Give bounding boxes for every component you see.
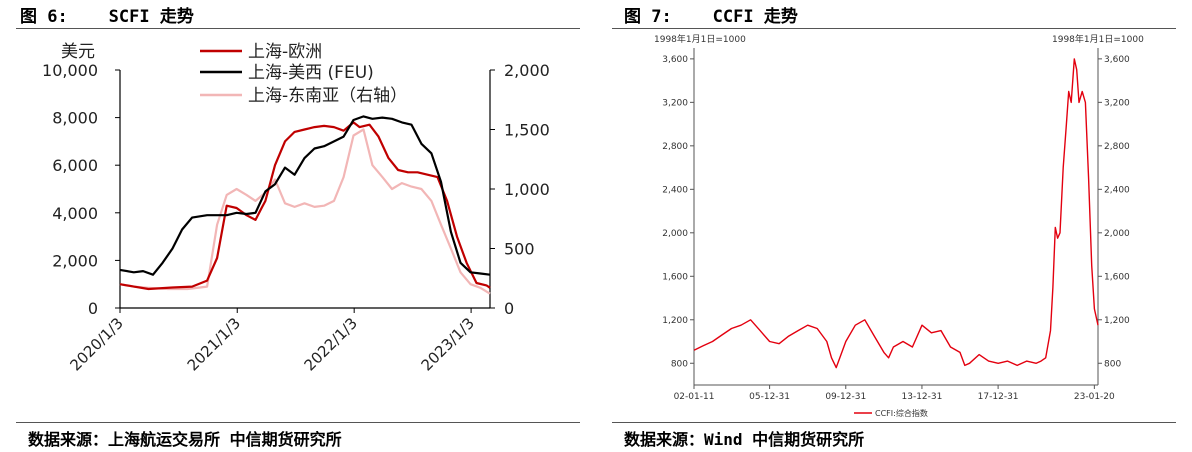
right-tick-label: 1,600 — [1104, 272, 1130, 282]
figure-label: 图 7: — [624, 7, 672, 27]
figure-label: 图 6: — [20, 7, 68, 27]
legend-label-0: 上海-欧洲 — [248, 42, 322, 62]
left-tick-label: 10,000 — [42, 61, 98, 80]
series-line-1 — [119, 115, 491, 276]
x-tick-label: 2021/1/3 — [184, 314, 244, 374]
right-tick-label: 2,800 — [1104, 142, 1130, 152]
left-tick-label: 1,600 — [662, 272, 688, 282]
x-tick-label: 09-12-31 — [825, 392, 866, 402]
top-rule — [612, 28, 1176, 29]
x-tick-label: 2023/1/3 — [418, 314, 478, 374]
figure-6-panel: 图 6: SCFI 走势 0 2,000 4,000 6,000 8,000 10,000… — [16, 2, 580, 449]
right-tick-label: 3,200 — [1104, 98, 1130, 108]
bottom-rule — [612, 422, 1176, 423]
right-tick-label: 2,000 — [1104, 229, 1130, 239]
ccfi-chart: 1998年1月1日=1000 1998年1月1日=1000 800 800 1,200 1… — [654, 33, 1144, 418]
left-tick-label: 2,400 — [662, 185, 688, 195]
left-tick-label: 6,000 — [52, 156, 98, 175]
left-tick-label: 2,800 — [662, 142, 688, 152]
figure-title: 图 7: CCFI 走势 — [624, 2, 798, 27]
scfi-chart: 0 2,000 4,000 6,000 8,000 10,000 0 500 1,000 1,50… — [42, 42, 550, 374]
right-tick-label: 2,000 — [504, 61, 550, 80]
right-tick-label: 1,200 — [1104, 316, 1130, 326]
legend-label-1: 上海-美西 (FEU) — [248, 63, 374, 83]
right-unit-label: 1998年1月1日=1000 — [1052, 33, 1144, 45]
left-tick-label: 4,000 — [52, 204, 98, 223]
legend-label: CCFI:综合指数 — [875, 408, 928, 418]
left-tick-label: 3,600 — [662, 55, 688, 65]
y-axis-unit-label: 美元 — [61, 42, 95, 62]
top-rule — [16, 28, 580, 29]
data-source: 数据来源：Wind 中信期货研究所 — [624, 430, 865, 449]
left-unit-label: 1998年1月1日=1000 — [654, 33, 746, 45]
right-tick-label: 1,000 — [504, 180, 550, 199]
figure-name: CCFI 走势 — [712, 7, 798, 27]
right-tick-label: 2,400 — [1104, 185, 1130, 195]
x-tick-label: 2020/1/3 — [66, 314, 126, 374]
left-tick-label: 0 — [88, 299, 98, 318]
right-tick-label: 800 — [1104, 359, 1121, 369]
legend-label-2: 上海-东南亚（右轴） — [248, 86, 407, 106]
x-tick-label: 2022/1/3 — [301, 314, 361, 374]
x-tick-label: 13-12-31 — [902, 392, 943, 402]
left-tick-label: 2,000 — [662, 229, 688, 239]
right-tick-label: 0 — [504, 299, 514, 318]
data-source: 数据来源：上海航运交易所 中信期货研究所 — [28, 430, 342, 449]
x-tick-label: 05-12-31 — [749, 392, 790, 402]
series-line-0 — [119, 121, 491, 291]
series-line-2 — [119, 128, 491, 295]
left-tick-label: 3,200 — [662, 98, 688, 108]
right-tick-label: 500 — [504, 240, 535, 259]
left-tick-label: 2,000 — [52, 251, 98, 270]
left-tick-label: 1,200 — [662, 316, 688, 326]
figure-title: 图 6: SCFI 走势 — [20, 2, 194, 27]
left-tick-label: 800 — [671, 359, 688, 369]
figure-7-panel: 图 7: CCFI 走势 1998年1月1日=1000 1998年1月1日=100… — [596, 0, 1192, 452]
x-tick-label: 17-12-31 — [978, 392, 1019, 402]
bottom-rule — [16, 422, 580, 423]
right-tick-label: 3,600 — [1104, 55, 1130, 65]
x-tick-label: 23-01-20 — [1074, 392, 1115, 402]
right-tick-label: 1,500 — [504, 121, 550, 140]
x-tick-label: 02-01-11 — [674, 392, 715, 402]
ccfi-series-line — [693, 58, 1099, 369]
figure-name: SCFI 走势 — [108, 7, 194, 27]
left-tick-label: 8,000 — [52, 109, 98, 128]
